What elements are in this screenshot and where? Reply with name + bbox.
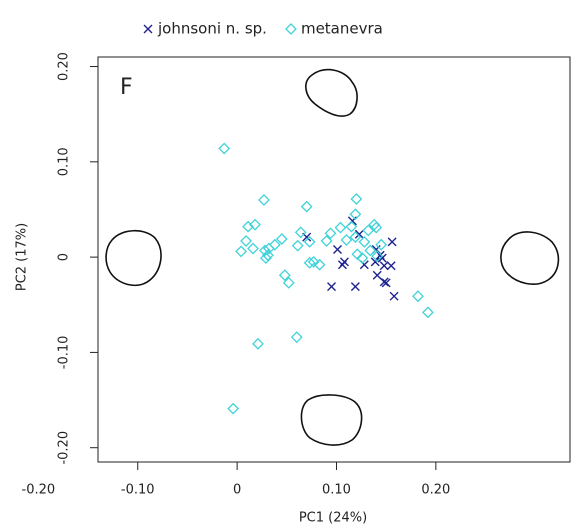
point [249,218,261,231]
plot-frame [97,56,571,463]
point [300,200,313,213]
shape-left [105,229,162,287]
point [345,220,358,233]
point [258,194,270,206]
point [303,235,316,248]
point [337,260,347,270]
shape-bottom [300,394,363,446]
x-tick-label: 0.20 [421,483,450,498]
point [262,249,274,262]
point [371,250,384,263]
point [351,248,364,261]
outline-shapes [105,68,560,446]
y-axis-title: PC2 (17%) [15,223,30,291]
shape-right [500,231,560,285]
point [324,227,337,240]
point [334,221,347,234]
point [218,142,231,155]
y-tick-label: 0 [57,253,72,261]
point [275,233,288,245]
point [307,255,320,268]
point [386,261,396,271]
point [340,234,353,246]
point [387,237,397,247]
point [252,337,264,350]
y-tick-label: -0.20 [57,431,72,465]
point [294,226,307,239]
legend-label: johnsoni n. sp. [157,20,267,38]
point [412,290,424,303]
point [320,234,333,247]
point [235,245,248,258]
point [350,282,360,292]
x-tick-label: 0.10 [322,483,351,498]
point [240,234,252,247]
point [354,229,364,239]
y-tick-label: -0.10 [57,336,72,370]
point [379,277,389,287]
legend-marker [285,23,297,35]
y-tick-label: 0.20 [57,52,72,81]
point [282,276,295,289]
point [379,261,389,271]
point [290,331,303,344]
y-tick-label: 0.10 [57,147,72,176]
x-tick-label: -0.20 [22,483,56,498]
legend-label: metanevra [301,20,383,38]
point [327,282,337,292]
point [370,257,380,267]
point [350,193,363,205]
point [349,208,362,221]
panel-label: F [120,75,133,100]
legend-marker [143,24,153,34]
point [291,239,304,252]
point [375,238,388,251]
point [349,231,362,244]
point [377,253,387,263]
point [370,221,383,234]
point [381,278,391,288]
point [247,242,259,255]
point [313,258,326,271]
point [421,306,434,319]
point [259,244,271,257]
x-tick-label: 0 [233,483,241,498]
shape-top [305,68,358,117]
point [242,220,254,233]
point [268,238,281,251]
point [356,252,369,264]
point [389,291,399,301]
x-axis-title: PC1 (24%) [299,511,367,526]
legend: johnsoni n. sp. metanevra [143,20,383,38]
point [372,270,382,280]
point [332,244,342,254]
point [278,269,291,282]
point [364,244,377,257]
point [358,235,371,248]
point [260,252,272,264]
point [303,256,316,269]
x-tick-label: -0.10 [121,483,155,498]
point [227,402,240,415]
